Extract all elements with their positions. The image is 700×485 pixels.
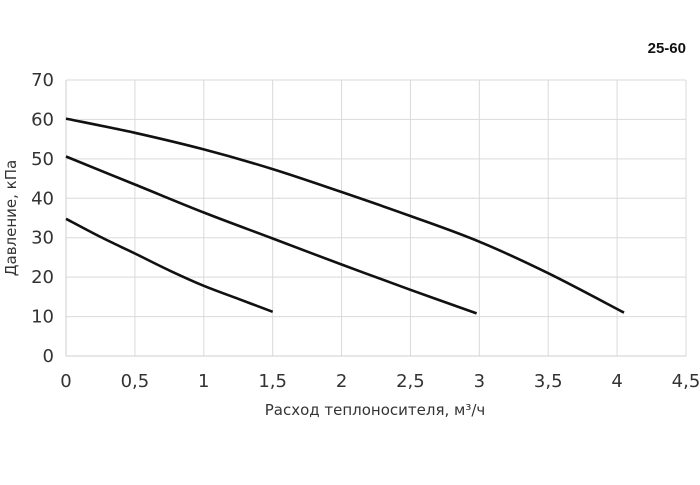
series-line-1	[65, 117, 625, 314]
x-tick-label: 4	[611, 371, 622, 392]
y-tick-label: 50	[31, 149, 54, 170]
series-lines	[65, 117, 625, 315]
x-tick-label: 0	[60, 371, 71, 392]
y-tick-label: 70	[31, 70, 54, 91]
x-tick-label: 2,5	[396, 371, 425, 392]
x-tick-label: 0,5	[121, 371, 150, 392]
y-tick-labels: 0 10 20 30 40 50 60 70	[31, 70, 54, 367]
x-axis-label: Расход теплоносителя, м³/ч	[265, 401, 486, 419]
x-tick-label: 1	[198, 371, 209, 392]
series-line-3	[65, 217, 274, 314]
series-line-2	[65, 155, 478, 315]
pump-model-label: 25-60	[647, 40, 686, 57]
y-axis-label: Давление, кПа	[2, 160, 20, 276]
y-tick-label: 40	[31, 188, 54, 209]
x-tick-labels: 0 0,5 1 1,5 2 2,5 3 3,5 4 4,5	[60, 371, 700, 392]
axes	[65, 80, 686, 357]
x-tick-label: 3	[474, 371, 485, 392]
y-tick-label: 20	[31, 267, 54, 288]
y-tick-label: 0	[43, 346, 54, 367]
x-tick-label: 3,5	[534, 371, 563, 392]
x-tick-label: 1,5	[258, 371, 287, 392]
y-tick-label: 10	[31, 307, 54, 328]
grid	[66, 79, 687, 356]
x-tick-label: 2	[336, 371, 347, 392]
x-tick-label: 4,5	[672, 371, 700, 392]
y-tick-label: 60	[31, 109, 54, 130]
y-tick-label: 30	[31, 228, 54, 249]
